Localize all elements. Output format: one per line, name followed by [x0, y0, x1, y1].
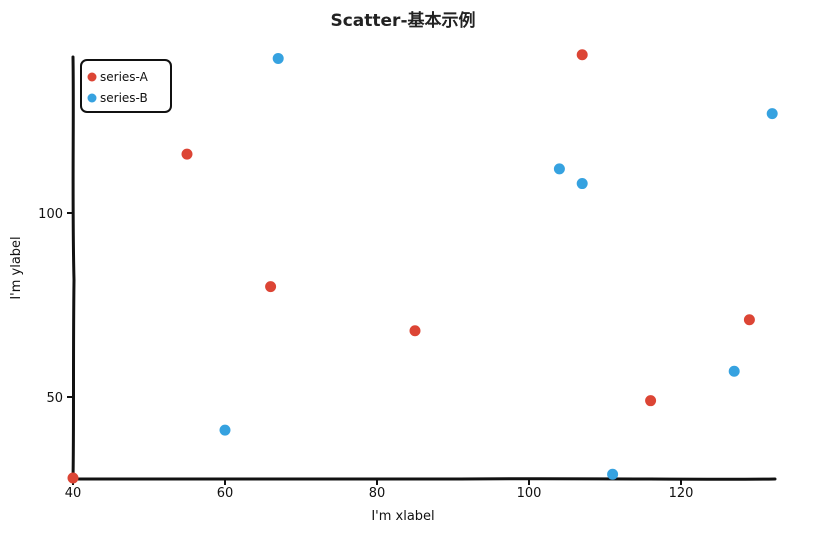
data-point[interactable] — [607, 468, 619, 480]
x-axis-line — [70, 477, 777, 481]
legend-label-series-b: series-B — [100, 91, 148, 105]
x-axis-label: I'm xlabel — [371, 509, 434, 524]
data-point[interactable] — [181, 148, 193, 160]
y-ticks: 50 100 — [38, 207, 73, 406]
y-tick-label: 100 — [38, 207, 63, 222]
x-tick-label: 60 — [217, 486, 234, 501]
x-ticks: 40 60 80 100 120 — [65, 479, 694, 501]
legend-box — [80, 59, 172, 113]
data-point[interactable] — [728, 365, 740, 377]
data-point[interactable] — [219, 424, 231, 436]
chart-title: Scatter-基本示例 — [330, 10, 475, 31]
series-0-points — [67, 49, 755, 484]
data-point[interactable] — [576, 49, 588, 61]
x-tick-label: 120 — [669, 486, 694, 501]
data-point[interactable] — [743, 314, 755, 326]
legend-swatch-series-a — [87, 72, 97, 82]
x-tick-label: 40 — [65, 486, 82, 501]
data-points — [67, 49, 778, 484]
legend: series-A series-B — [80, 59, 172, 113]
data-point[interactable] — [645, 395, 657, 407]
legend-swatch-series-b — [87, 93, 97, 103]
data-point[interactable] — [265, 281, 277, 293]
series-1-points — [219, 52, 778, 480]
data-point[interactable] — [272, 52, 284, 64]
y-axis-label: I'm ylabel — [9, 236, 24, 299]
data-point[interactable] — [553, 163, 565, 175]
x-tick-label: 80 — [369, 486, 386, 501]
data-point[interactable] — [576, 178, 588, 190]
data-point[interactable] — [766, 108, 778, 120]
y-tick-label: 50 — [46, 391, 63, 406]
data-point[interactable] — [409, 325, 421, 337]
axes — [70, 55, 777, 482]
y-axis-line — [71, 55, 76, 482]
x-tick-label: 100 — [517, 486, 542, 501]
legend-label-series-a: series-A — [100, 70, 149, 84]
data-point[interactable] — [67, 472, 79, 484]
